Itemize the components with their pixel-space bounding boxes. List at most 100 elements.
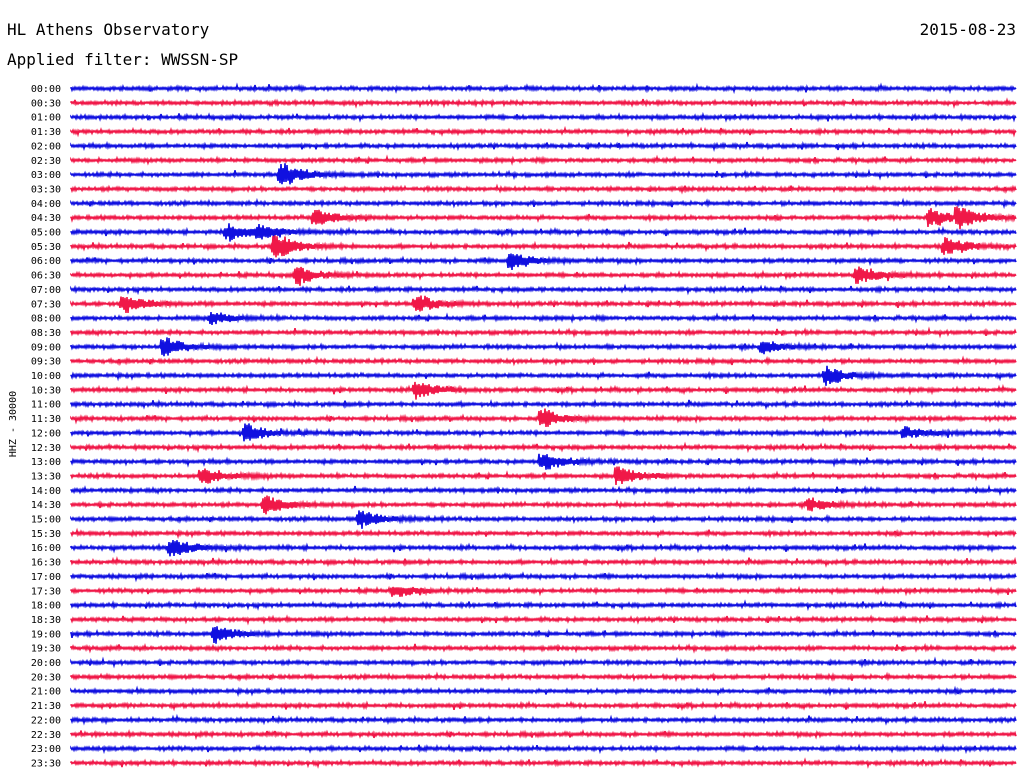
hour-label-1730: 17:30 — [31, 586, 61, 597]
hour-label-0230: 02:30 — [31, 156, 61, 167]
hour-label-2200: 22:00 — [31, 715, 61, 726]
trace-row-2230 — [70, 729, 1017, 741]
hour-label-1000: 10:00 — [31, 371, 61, 382]
trace-row-0330 — [70, 183, 1017, 195]
trace-row-0900 — [70, 337, 1017, 357]
trace-row-1530 — [70, 527, 1017, 540]
trace-row-1900 — [70, 626, 1017, 644]
hour-label-1300: 13:00 — [31, 457, 61, 468]
trace-row-1730 — [70, 585, 1017, 597]
hour-label-1600: 16:00 — [31, 543, 61, 554]
trace-row-2130 — [70, 700, 1017, 712]
trace-row-0200 — [70, 140, 1017, 152]
trace-row-1330 — [70, 466, 1017, 485]
station-title: HL Athens Observatory — [7, 20, 210, 39]
hour-label-0300: 03:00 — [31, 170, 61, 181]
hour-label-2330: 23:30 — [31, 758, 61, 769]
hour-label-0630: 06:30 — [31, 271, 61, 282]
trace-row-1800 — [70, 599, 1017, 612]
hour-label-1030: 10:30 — [31, 385, 61, 396]
hour-label-1500: 15:00 — [31, 515, 61, 526]
hour-label-1100: 11:00 — [31, 400, 61, 411]
trace-row-0700 — [70, 283, 1017, 296]
trace-row-2300 — [70, 743, 1017, 755]
hour-labels: 00:00 00:30 01:00 01:30 02:00 02:30 03:00 03:30… — [31, 84, 61, 769]
hour-label-0130: 01:30 — [31, 127, 61, 138]
hour-label-1800: 18:00 — [31, 601, 61, 612]
channel-axis-label: HHZ - 30000 — [8, 391, 19, 457]
trace-row-1100 — [70, 398, 1017, 411]
hour-label-2130: 21:30 — [31, 701, 61, 712]
hour-label-1330: 13:30 — [31, 471, 61, 482]
hour-label-1900: 19:00 — [31, 629, 61, 640]
hour-label-1230: 12:30 — [31, 443, 61, 454]
record-date: 2015-08-23 — [919, 20, 1016, 39]
hour-label-0900: 09:00 — [31, 342, 61, 353]
trace-row-0500 — [70, 223, 1017, 242]
trace-row-0830 — [70, 326, 1017, 339]
hour-label-0200: 02:00 — [31, 141, 61, 152]
hour-label-1630: 16:30 — [31, 558, 61, 569]
trace-row-0630 — [70, 266, 1017, 286]
hour-label-1700: 17:00 — [31, 572, 61, 583]
hour-label-1400: 14:00 — [31, 486, 61, 497]
trace-row-2000 — [70, 656, 1017, 669]
hour-label-2000: 20:00 — [31, 658, 61, 669]
trace-row-1700 — [70, 571, 1017, 583]
trace-row-0230 — [70, 154, 1017, 166]
hour-label-1430: 14:30 — [31, 500, 61, 511]
filter-line: Applied filter: WWSSN-SP — [7, 50, 238, 70]
trace-rows — [70, 82, 1017, 769]
hour-label-1130: 11:30 — [31, 414, 61, 425]
hour-label-0000: 00:00 — [31, 84, 61, 95]
trace-row-1600 — [70, 540, 1017, 557]
trace-row-1130 — [70, 408, 1017, 427]
hour-label-0430: 04:30 — [31, 213, 61, 224]
trace-row-0100 — [70, 111, 1017, 123]
trace-row-1000 — [70, 365, 1017, 386]
hour-label-0800: 08:00 — [31, 314, 61, 325]
hour-label-0730: 07:30 — [31, 299, 61, 310]
hour-label-0330: 03:30 — [31, 184, 61, 195]
hour-label-2100: 21:00 — [31, 687, 61, 698]
hour-label-0500: 05:00 — [31, 228, 61, 239]
hour-label-0100: 01:00 — [31, 113, 61, 124]
trace-row-1830 — [70, 614, 1017, 626]
hour-label-2230: 22:30 — [31, 730, 61, 741]
hour-label-1530: 15:30 — [31, 529, 61, 540]
filter-value: WWSSN-SP — [161, 50, 239, 69]
hour-label-0530: 05:30 — [31, 242, 61, 253]
trace-row-0930 — [70, 355, 1017, 367]
hour-label-0930: 09:30 — [31, 357, 61, 368]
hour-label-0400: 04:00 — [31, 199, 61, 210]
hour-label-0700: 07:00 — [31, 285, 61, 296]
filter-label: Applied filter: — [7, 50, 152, 69]
trace-row-0130 — [70, 125, 1017, 138]
trace-row-1200 — [70, 423, 1017, 442]
hour-label-0030: 00:30 — [31, 98, 61, 109]
trace-row-2200 — [70, 713, 1017, 726]
trace-row-1630 — [70, 556, 1017, 568]
trace-row-1400 — [70, 484, 1017, 497]
trace-row-0300 — [70, 163, 1017, 185]
trace-row-0800 — [70, 312, 1017, 325]
trace-row-0030 — [70, 97, 1017, 109]
trace-row-2030 — [70, 671, 1017, 683]
trace-row-1430 — [70, 495, 1017, 515]
hour-label-1200: 12:00 — [31, 428, 61, 439]
trace-row-0530 — [70, 235, 1017, 258]
trace-row-1230 — [70, 441, 1017, 454]
trace-row-1030 — [70, 381, 1017, 400]
trace-row-1930 — [70, 642, 1017, 654]
hour-label-0830: 08:30 — [31, 328, 61, 339]
hour-label-0600: 06:00 — [31, 256, 61, 267]
hour-label-1830: 18:30 — [31, 615, 61, 626]
trace-row-1500 — [70, 510, 1017, 529]
hour-label-2030: 20:30 — [31, 672, 61, 683]
trace-row-0600 — [70, 253, 1017, 270]
trace-row-0430 — [70, 206, 1017, 230]
trace-row-2100 — [70, 685, 1017, 698]
trace-row-1300 — [70, 453, 1017, 470]
hour-label-1930: 19:30 — [31, 644, 61, 655]
